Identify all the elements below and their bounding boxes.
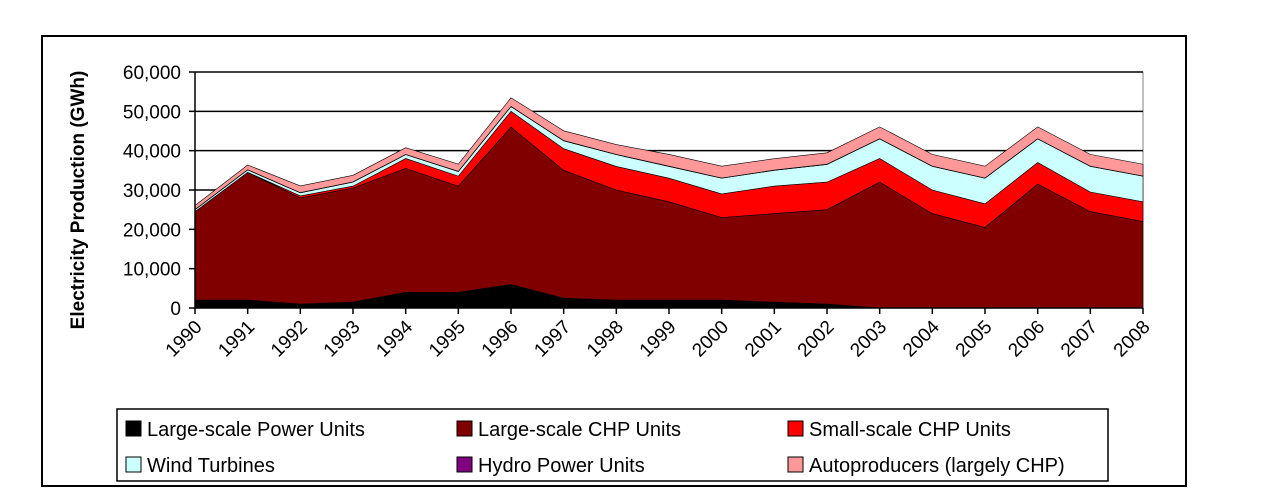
x-tick-label: 2006 xyxy=(1004,317,1049,362)
y-tick-label: 40,000 xyxy=(123,142,181,163)
x-tick-label: 2007 xyxy=(1057,317,1102,362)
legend-swatch xyxy=(456,420,473,437)
legend-swatch xyxy=(125,420,142,437)
legend-label: Large-scale Power Units xyxy=(147,419,365,441)
x-tick-label: 2000 xyxy=(688,317,733,362)
y-axis-label: Electricity Production (GWh) xyxy=(68,71,89,330)
x-tick-label: 1994 xyxy=(372,316,417,361)
y-tick-label: 50,000 xyxy=(123,102,181,123)
x-tick-label: 1999 xyxy=(636,317,681,362)
x-tick-label: 1996 xyxy=(478,317,523,362)
x-tick-label: 1992 xyxy=(267,317,312,362)
x-tick-label: 1990 xyxy=(162,317,207,362)
legend-swatch xyxy=(456,456,473,473)
legend-label: Small-scale CHP Units xyxy=(809,419,1011,441)
y-tick-label: 10,000 xyxy=(123,260,181,281)
y-tick-label: 30,000 xyxy=(123,181,181,202)
legend-swatch xyxy=(787,456,804,473)
y-tick-label: 0 xyxy=(170,299,181,320)
legend-label: Hydro Power Units xyxy=(478,455,645,477)
legend-label: Large-scale CHP Units xyxy=(478,419,681,441)
legend-label: Wind Turbines xyxy=(147,455,275,477)
legend: Large-scale Power Units Large-scale CHP U… xyxy=(116,408,1109,482)
x-tick-label: 2005 xyxy=(952,317,997,362)
x-tick-label: 1995 xyxy=(425,317,470,362)
y-tick-label: 20,000 xyxy=(123,220,181,241)
legend-swatch xyxy=(125,456,142,473)
x-tick-label: 2002 xyxy=(794,317,839,362)
x-tick-label: 2001 xyxy=(741,317,786,362)
legend-label: Autoproducers (largely CHP) xyxy=(809,455,1065,477)
x-tick-label: 2003 xyxy=(846,317,891,362)
x-tick-label: 1991 xyxy=(214,317,259,362)
x-tick-label: 2004 xyxy=(899,316,944,361)
area-series-5 xyxy=(194,97,1144,211)
x-tick-label: 1997 xyxy=(530,317,575,362)
y-tick-label: 60,000 xyxy=(123,63,181,84)
legend-box xyxy=(116,408,1109,482)
x-tick-label: 2008 xyxy=(1110,317,1155,362)
x-tick-label: 1993 xyxy=(320,317,365,362)
x-tick-label: 1998 xyxy=(583,317,628,362)
legend-swatch xyxy=(787,420,804,437)
